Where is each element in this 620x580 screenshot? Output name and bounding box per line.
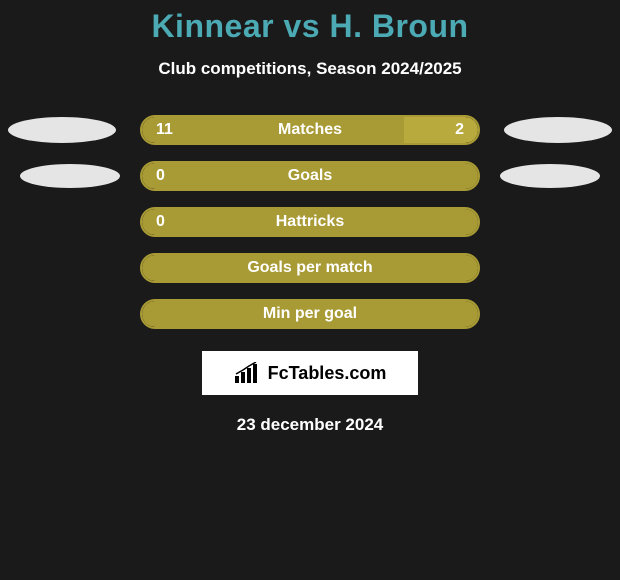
stat-bar: 0 Hattricks (140, 207, 480, 237)
stat-label: Min per goal (142, 305, 478, 323)
chart-icon (234, 362, 262, 384)
stat-row-hattricks: 0 Hattricks (0, 207, 620, 237)
stat-bar: Min per goal (140, 299, 480, 329)
stat-label: Hattricks (142, 213, 478, 231)
player-left-ellipse (20, 164, 120, 188)
player-right-ellipse (504, 117, 612, 143)
stat-rows: 11 Matches 2 0 Goals 0 Hattricks (0, 115, 620, 329)
stat-bar: 11 Matches 2 (140, 115, 480, 145)
stat-row-min-per-goal: Min per goal (0, 299, 620, 329)
subtitle: Club competitions, Season 2024/2025 (0, 59, 620, 79)
page-title: Kinnear vs H. Broun (0, 8, 620, 45)
date-label: 23 december 2024 (0, 415, 620, 435)
stat-bar: 0 Goals (140, 161, 480, 191)
player-right-ellipse (500, 164, 600, 188)
stat-bar: Goals per match (140, 253, 480, 283)
stat-row-matches: 11 Matches 2 (0, 115, 620, 145)
comparison-infographic: Kinnear vs H. Broun Club competitions, S… (0, 0, 620, 435)
stat-row-goals: 0 Goals (0, 161, 620, 191)
stat-label: Matches (142, 121, 478, 139)
stat-value-right: 2 (455, 121, 464, 139)
stat-label: Goals per match (142, 259, 478, 277)
stat-label: Goals (142, 167, 478, 185)
player-left-ellipse (8, 117, 116, 143)
logo-text: FcTables.com (268, 363, 387, 384)
stat-row-goals-per-match: Goals per match (0, 253, 620, 283)
source-logo: FcTables.com (202, 351, 418, 395)
